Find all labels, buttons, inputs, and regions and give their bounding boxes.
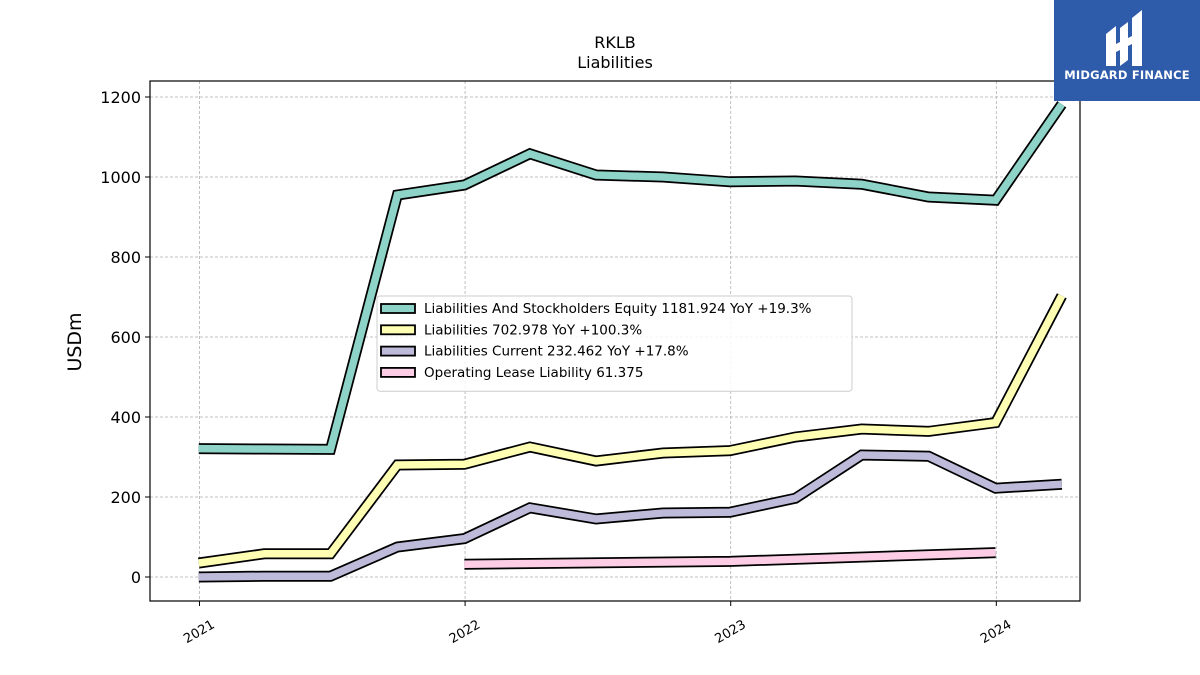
x-tick-label: 2021: [181, 617, 217, 647]
series-outline: [198, 101, 1067, 455]
y-axis-label: USDm: [64, 312, 86, 371]
series-line: [198, 294, 1066, 567]
midgard-logo-icon: [1106, 10, 1142, 66]
y-tick-label: 200: [110, 488, 141, 507]
plot-lines: [198, 101, 1067, 583]
series-line: [464, 548, 996, 568]
midgard-finance-logo: MIDGARD FINANCE: [1054, 0, 1200, 101]
y-tick-label: 400: [110, 408, 141, 427]
y-tick-label: 1000: [100, 168, 141, 187]
y-tick-label: 1200: [100, 88, 141, 107]
legend-swatch: [380, 324, 416, 336]
legend-swatch: [380, 303, 416, 314]
chart-title: RKLB: [594, 33, 636, 52]
x-tick-label: 2022: [447, 617, 483, 647]
logo-text: MIDGARD FINANCE: [1064, 68, 1190, 82]
legend-swatch: [380, 366, 416, 378]
x-tick-label: 2023: [713, 617, 749, 647]
chart-subtitle: Liabilities: [577, 53, 653, 72]
legend-label: Liabilities 702.978 YoY +100.3%: [424, 322, 642, 338]
legend-label: Operating Lease Liability 61.375: [424, 365, 643, 381]
series-line: [198, 102, 1065, 454]
legend-box: [376, 295, 853, 392]
plot-frame: [149, 80, 1081, 602]
legend-label: Liabilities And Stockholders Equity 1181…: [424, 301, 812, 317]
x-tick-label: 2024: [978, 617, 1014, 647]
series-line: [198, 451, 1063, 581]
y-tick-label: 800: [110, 248, 141, 267]
y-tick-label: 600: [110, 328, 141, 347]
legend-swatch: [380, 345, 416, 357]
legend: Liabilities And Stockholders Equity 1181…: [376, 295, 853, 392]
legend-label: Liabilities Current 232.462 YoY +17.8%: [424, 344, 689, 360]
y-tick-label: 0: [131, 568, 141, 587]
